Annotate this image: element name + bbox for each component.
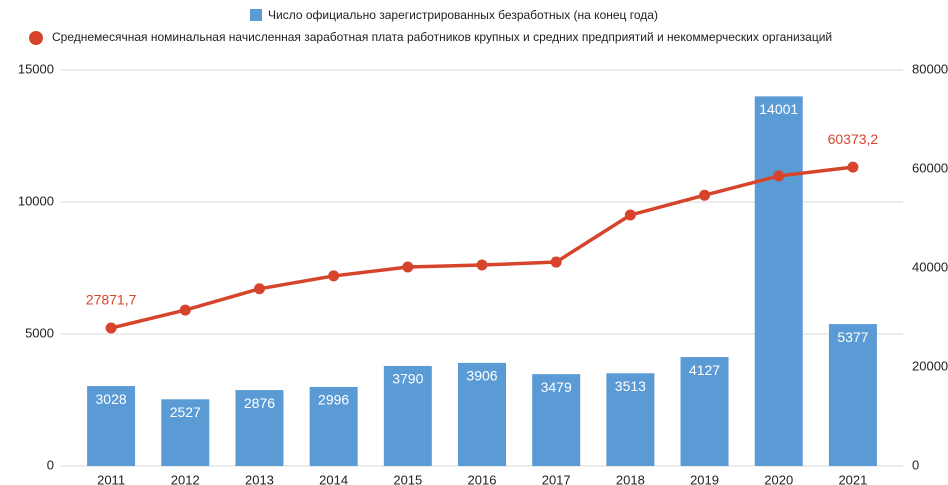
bar-value-label: 3028 bbox=[96, 391, 127, 407]
bar bbox=[383, 365, 432, 466]
y2-tick-label: 60000 bbox=[912, 160, 948, 175]
y2-tick-label: 0 bbox=[912, 457, 919, 472]
line-value-label: 27871,7 bbox=[86, 292, 137, 308]
bar bbox=[754, 96, 803, 466]
y2-tick-label: 20000 bbox=[912, 358, 948, 373]
line-point bbox=[773, 170, 785, 182]
bar bbox=[161, 399, 210, 466]
x-tick-label: 2015 bbox=[393, 472, 422, 485]
x-tick-label: 2014 bbox=[319, 472, 348, 485]
line-point bbox=[328, 270, 340, 282]
bar bbox=[828, 324, 877, 466]
y-tick-label: 5000 bbox=[25, 325, 54, 340]
legend-label: Среднемесячная номинальная начисленная з… bbox=[52, 30, 832, 44]
bar-value-label: 3479 bbox=[541, 379, 572, 395]
legend-swatch bbox=[250, 9, 262, 21]
bar bbox=[680, 357, 729, 466]
bar-value-label: 3790 bbox=[392, 371, 423, 387]
line-point bbox=[476, 259, 488, 271]
bar-value-label: 14001 bbox=[759, 101, 798, 117]
line-point bbox=[179, 304, 191, 316]
x-tick-label: 2020 bbox=[764, 472, 793, 485]
bar-value-label: 3513 bbox=[615, 378, 646, 394]
y-tick-label: 0 bbox=[47, 457, 54, 472]
x-tick-label: 2012 bbox=[171, 472, 200, 485]
line-point bbox=[550, 256, 562, 268]
line-point bbox=[624, 209, 636, 221]
y-tick-label: 10000 bbox=[18, 193, 54, 208]
line bbox=[110, 165, 854, 330]
y2-tick-label: 80000 bbox=[912, 61, 948, 76]
bar bbox=[458, 362, 506, 466]
line-value-label: 60373,2 bbox=[828, 131, 879, 147]
line-point bbox=[847, 161, 859, 173]
bar bbox=[87, 386, 136, 466]
line-point bbox=[105, 322, 117, 334]
x-tick-label: 2017 bbox=[542, 472, 571, 485]
x-tick-label: 2013 bbox=[245, 472, 274, 485]
x-tick-label: 2019 bbox=[690, 472, 719, 485]
x-tick-label: 2018 bbox=[616, 472, 645, 485]
y-tick-label: 15000 bbox=[18, 61, 54, 76]
legend-label: Число официально зарегистрированных безр… bbox=[268, 8, 658, 22]
y2-tick-label: 40000 bbox=[912, 259, 948, 274]
bar-value-label: 4127 bbox=[689, 362, 720, 378]
line-point bbox=[699, 189, 711, 201]
legend-swatch bbox=[29, 31, 43, 45]
bar bbox=[532, 374, 581, 466]
bar-value-label: 2876 bbox=[244, 395, 275, 411]
x-tick-label: 2021 bbox=[838, 472, 867, 485]
x-tick-label: 2011 bbox=[97, 472, 125, 485]
line-point bbox=[402, 261, 414, 273]
bar-value-label: 2527 bbox=[170, 404, 201, 420]
x-tick-label: 2016 bbox=[468, 472, 497, 485]
bar bbox=[235, 390, 284, 466]
bar bbox=[309, 386, 358, 466]
bar-value-label: 3906 bbox=[466, 368, 497, 384]
bar bbox=[606, 373, 655, 466]
line-point bbox=[253, 283, 265, 295]
bar-value-label: 2996 bbox=[318, 392, 349, 408]
bar-value-label: 5377 bbox=[837, 329, 868, 345]
